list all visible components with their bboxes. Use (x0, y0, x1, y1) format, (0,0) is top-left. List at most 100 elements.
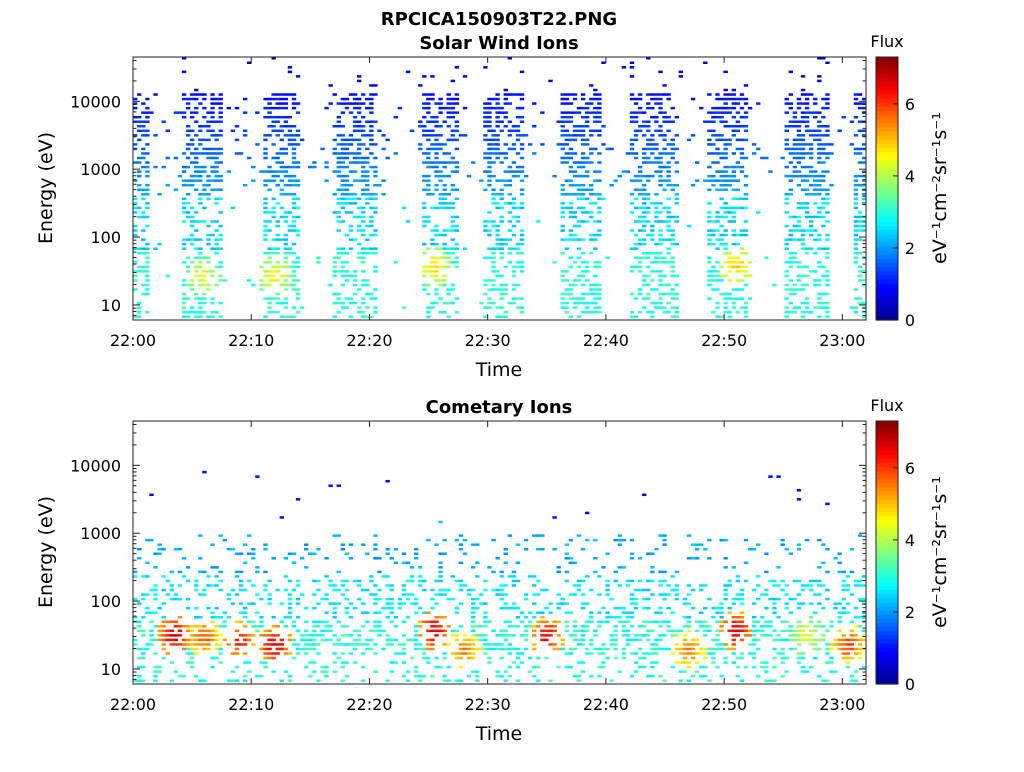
heatmap-cell (515, 165, 521, 169)
heatmap-cell (511, 93, 517, 96)
heatmap-cell (796, 265, 802, 269)
heatmap-cell (532, 152, 537, 155)
heatmap-cell (674, 170, 679, 173)
heatmap-cell (373, 625, 378, 628)
heatmap-cell (633, 670, 639, 673)
heatmap-cell (662, 274, 667, 278)
heatmap-cell (642, 147, 647, 151)
heatmap-cell (332, 193, 337, 196)
heatmap-cell (308, 643, 313, 646)
heatmap-cell (637, 165, 643, 169)
heatmap-cell (813, 656, 818, 660)
heatmap-cell (422, 206, 427, 210)
heatmap-cell (291, 193, 297, 196)
heatmap-cell (813, 102, 818, 105)
heatmap-cell (283, 242, 289, 246)
heatmap-cell (291, 270, 297, 273)
heatmap-cell (715, 97, 720, 101)
heatmap-cell (580, 629, 586, 633)
heatmap-cell (817, 211, 822, 214)
heatmap-cell (214, 310, 219, 314)
heatmap-cell (422, 75, 427, 78)
heatmap-cell (210, 106, 215, 110)
heatmap-cell (564, 602, 570, 605)
heatmap-cell (336, 310, 341, 314)
heatmap-cell (690, 656, 696, 660)
heatmap-cell (804, 129, 810, 133)
heatmap-cell (434, 629, 439, 633)
heatmap-cell (670, 315, 675, 318)
heatmap-cell (185, 661, 191, 664)
heatmap-cell (674, 647, 679, 651)
heatmap-cell (340, 634, 346, 637)
heatmap-cell (544, 629, 549, 633)
heatmap-cell (401, 561, 407, 565)
heatmap-cell (699, 625, 704, 628)
heatmap-cell (568, 206, 574, 210)
heatmap-cell (503, 288, 508, 291)
heatmap-cell (373, 206, 378, 210)
heatmap-cell (340, 188, 346, 191)
heatmap-cell (503, 552, 508, 555)
heatmap-cell (161, 638, 166, 642)
heatmap-cell (190, 647, 195, 651)
heatmap-cell (837, 570, 842, 574)
heatmap-cell (711, 652, 716, 655)
heatmap-cell (332, 265, 337, 269)
colorbar-step (876, 605, 898, 611)
heatmap-cell (731, 265, 736, 269)
heatmap-cell (572, 183, 578, 187)
heatmap-cell (544, 656, 549, 660)
heatmap-cell (780, 661, 785, 664)
heatmap-cell (344, 261, 350, 264)
heatmap-cell (654, 652, 659, 655)
heatmap-cell (259, 170, 264, 173)
heatmap-cell (263, 156, 268, 160)
heatmap-cell (519, 265, 525, 269)
heatmap-cell (670, 147, 675, 151)
heatmap-cell (422, 274, 427, 278)
heatmap-cell (629, 557, 635, 560)
heatmap-cell (666, 161, 671, 164)
heatmap-cell (853, 297, 859, 300)
heatmap-cell (442, 183, 447, 187)
heatmap-cell (450, 129, 455, 133)
heatmap-cell (723, 97, 728, 101)
heatmap-cell (572, 134, 578, 137)
heatmap-cell (658, 593, 663, 596)
heatmap-cell (267, 656, 272, 660)
heatmap-cell (784, 547, 789, 551)
colorbar-step (876, 287, 898, 292)
heatmap-cell (637, 265, 643, 269)
heatmap-cell (735, 261, 741, 264)
heatmap-cell (442, 538, 447, 542)
heatmap-cell (426, 220, 431, 223)
heatmap-cell (458, 579, 464, 583)
heatmap-cell (849, 629, 855, 633)
heatmap-cell (145, 261, 150, 264)
heatmap-cell (210, 179, 215, 182)
heatmap-cell (857, 656, 863, 660)
heatmap-cell (483, 643, 488, 646)
heatmap-cell (727, 220, 732, 223)
heatmap-cell (206, 197, 211, 201)
heatmap-cell (857, 106, 863, 110)
heatmap-cell (462, 106, 468, 110)
heatmap-cell (597, 647, 602, 651)
heatmap-cell (576, 165, 582, 169)
heatmap-cell (796, 279, 802, 282)
heatmap-cell (817, 279, 822, 282)
heatmap-cell (654, 647, 659, 651)
heatmap-cell (711, 270, 716, 273)
heatmap-cell (438, 279, 443, 282)
heatmap-cell (857, 229, 863, 232)
heatmap-cell (503, 634, 508, 637)
heatmap-cell (434, 120, 439, 123)
heatmap-cell (739, 620, 745, 624)
colorbar-step (876, 151, 898, 157)
heatmap-cell (405, 615, 411, 619)
heatmap-cell (267, 115, 272, 119)
heatmap-cell (418, 634, 423, 637)
heatmap-cell (218, 279, 223, 282)
heatmap-cell (646, 597, 651, 601)
